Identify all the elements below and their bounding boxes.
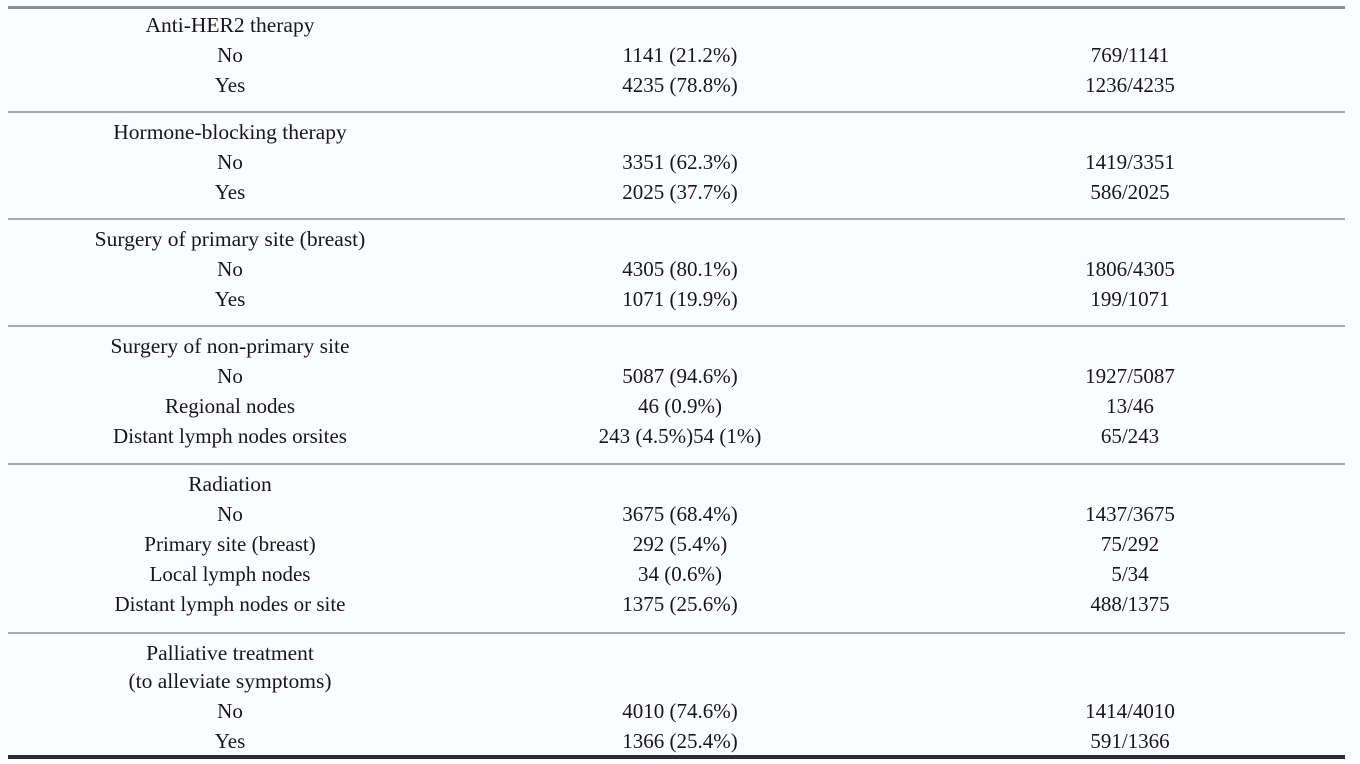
section-divider-rule [8, 463, 1345, 465]
table-section: Radiation No 3675 (68.4%) 1437/3675 Primary … [0, 469, 1360, 619]
table-row: Yes 1366 (25.4%) 591/1366 [0, 726, 1360, 756]
table-row: No 3675 (68.4%) 1437/3675 [0, 499, 1360, 529]
section-header-label: Hormone-blocking therapy [113, 120, 347, 144]
table-section: Hormone-blocking therapy No 3351 (62.3%) 14… [0, 117, 1360, 207]
table-section: Surgery of primary site (breast) No 4305 (… [0, 224, 1360, 314]
row-label: No [217, 257, 243, 281]
table-row: No 5087 (94.6%) 1927/5087 [0, 361, 1360, 391]
section-divider-rule [8, 218, 1345, 220]
table-row: Yes 2025 (37.7%) 586/2025 [0, 177, 1360, 207]
table-top-rule [8, 6, 1345, 9]
section-divider-rule [8, 325, 1345, 327]
row-event-ratio: 65/243 [1100, 424, 1160, 448]
table-row: Primary site (breast) 292 (5.4%) 75/292 [0, 529, 1360, 559]
table-row: Yes 1071 (19.9%) 199/1071 [0, 284, 1360, 314]
row-count-percent: 4305 (80.1%) [622, 257, 738, 281]
section-header-row: Palliative treatment [0, 638, 1360, 668]
section-divider-rule [8, 632, 1345, 634]
section-divider-rule [8, 111, 1345, 113]
row-event-ratio: 5/34 [1111, 562, 1149, 586]
row-event-ratio: 1437/3675 [1085, 502, 1175, 526]
row-event-ratio: 769/1141 [1090, 43, 1170, 67]
section-header-row: Surgery of primary site (breast) [0, 224, 1360, 254]
section-header-label: Anti-HER2 therapy [145, 13, 315, 37]
row-label: No [217, 502, 243, 526]
row-event-ratio: 1927/5087 [1085, 364, 1175, 388]
row-count-percent: 1141 (21.2%) [622, 43, 738, 67]
row-count-percent: 4235 (78.8%) [622, 73, 738, 97]
table-row: No 1141 (21.2%) 769/1141 [0, 40, 1360, 70]
row-count-percent: 3351 (62.3%) [622, 150, 738, 174]
section-header-row: Anti-HER2 therapy [0, 10, 1360, 40]
table-row: No 3351 (62.3%) 1419/3351 [0, 147, 1360, 177]
section-header-label: (to alleviate symptoms) [128, 669, 332, 693]
row-count-percent: 292 (5.4%) [632, 532, 728, 556]
row-label: Yes [214, 73, 246, 97]
section-header-row: Hormone-blocking therapy [0, 117, 1360, 147]
section-header-label: Surgery of non-primary site [110, 334, 350, 358]
row-event-ratio: 586/2025 [1090, 180, 1170, 204]
row-count-percent: 4010 (74.6%) [622, 699, 738, 723]
section-header-label: Radiation [188, 472, 272, 496]
table-row: Local lymph nodes 34 (0.6%) 5/34 [0, 559, 1360, 589]
table-row: No 4010 (74.6%) 1414/4010 [0, 696, 1360, 726]
row-label: No [217, 364, 243, 388]
table-section: Anti-HER2 therapy No 1141 (21.2%) 769/1141 Y… [0, 10, 1360, 100]
row-event-ratio: 1419/3351 [1085, 150, 1175, 174]
table-row: Distant lymph nodes or site 1375 (25.6%) 4… [0, 589, 1360, 619]
section-header-row: Surgery of non-primary site [0, 331, 1360, 361]
row-label: No [217, 699, 243, 723]
table-row: Distant lymph nodes orsites 243 (4.5%)54 … [0, 421, 1360, 451]
row-label: No [217, 43, 243, 67]
row-count-percent: 2025 (37.7%) [622, 180, 738, 204]
row-event-ratio: 1236/4235 [1085, 73, 1175, 97]
row-event-ratio: 488/1375 [1090, 592, 1170, 616]
row-count-percent: 1071 (19.9%) [622, 287, 738, 311]
row-label: Yes [214, 287, 246, 311]
section-header-label: Palliative treatment [146, 641, 314, 665]
section-header-row: Radiation [0, 469, 1360, 499]
table-row: Yes 4235 (78.8%) 1236/4235 [0, 70, 1360, 100]
table-row: No 4305 (80.1%) 1806/4305 [0, 254, 1360, 284]
row-count-percent: 243 (4.5%)54 (1%) [598, 424, 762, 448]
section-header-row: (to alleviate symptoms) [0, 668, 1360, 696]
row-event-ratio: 1414/4010 [1085, 699, 1175, 723]
row-event-ratio: 1806/4305 [1085, 257, 1175, 281]
row-label: Primary site (breast) [144, 532, 316, 556]
row-label: No [217, 150, 243, 174]
row-count-percent: 3675 (68.4%) [622, 502, 738, 526]
section-header-label: Surgery of primary site (breast) [94, 227, 366, 251]
row-count-percent: 34 (0.6%) [638, 562, 722, 586]
row-event-ratio: 75/292 [1100, 532, 1160, 556]
row-label: Regional nodes [164, 394, 296, 418]
row-label: Distant lymph nodes orsites [113, 424, 347, 448]
row-label: Local lymph nodes [149, 562, 311, 586]
row-event-ratio: 199/1071 [1090, 287, 1170, 311]
table-section: Surgery of non-primary site No 5087 (94.6%… [0, 331, 1360, 451]
row-label: Yes [214, 180, 246, 204]
table-bottom-rule [8, 755, 1345, 759]
row-event-ratio: 13/46 [1106, 394, 1154, 418]
row-count-percent: 1366 (25.4%) [622, 729, 738, 753]
row-label: Distant lymph nodes or site [114, 592, 346, 616]
row-label: Yes [214, 729, 246, 753]
row-count-percent: 5087 (94.6%) [622, 364, 738, 388]
row-count-percent: 1375 (25.6%) [622, 592, 738, 616]
row-count-percent: 46 (0.9%) [638, 394, 722, 418]
table-section: Palliative treatment (to alleviate sympto… [0, 638, 1360, 756]
table-row: Regional nodes 46 (0.9%) 13/46 [0, 391, 1360, 421]
row-event-ratio: 591/1366 [1090, 729, 1170, 753]
